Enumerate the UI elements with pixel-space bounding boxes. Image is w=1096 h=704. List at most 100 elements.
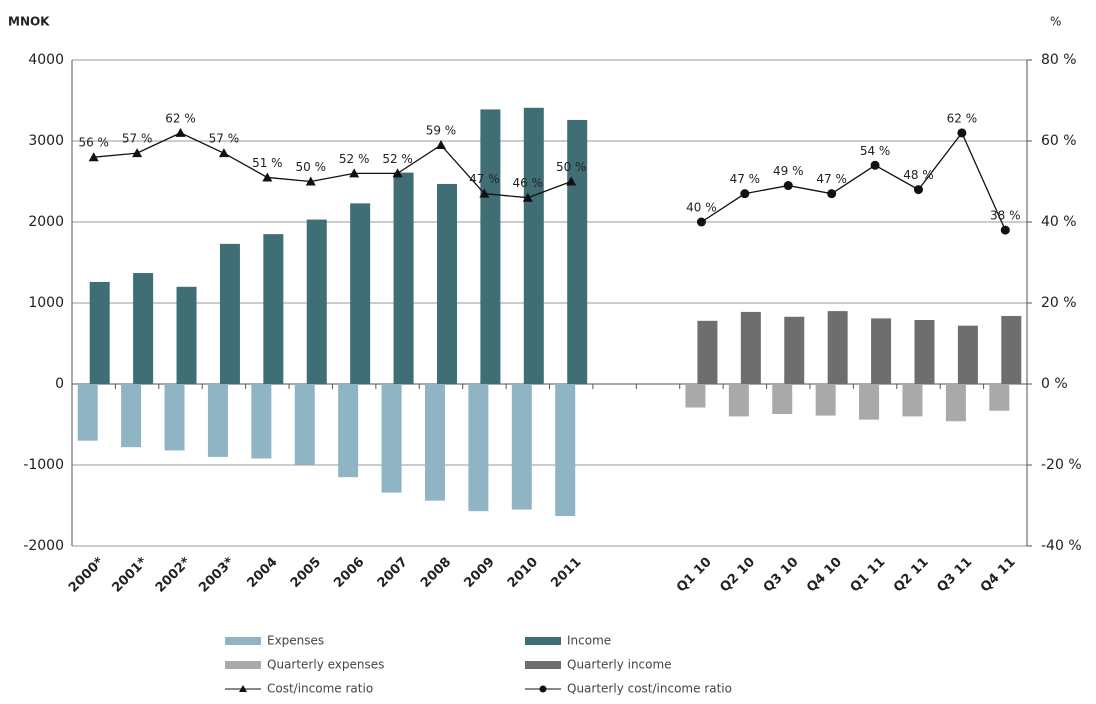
y2-tick-label: 0 % bbox=[1041, 376, 1068, 392]
bar bbox=[251, 384, 272, 459]
legend-swatch bbox=[525, 637, 561, 645]
bar bbox=[914, 320, 935, 384]
data-label: 38 % bbox=[990, 209, 1021, 223]
bar bbox=[207, 384, 228, 457]
x-tick-label: Q1 11 bbox=[848, 555, 889, 596]
legend-swatch bbox=[525, 661, 561, 669]
legend-swatch bbox=[225, 661, 261, 669]
data-label: 57 % bbox=[209, 132, 240, 146]
bar bbox=[567, 119, 588, 384]
y-tick-label: 3000 bbox=[28, 133, 64, 149]
bar bbox=[523, 107, 544, 384]
data-label: 40 % bbox=[686, 201, 717, 215]
y-tick-label: 0 bbox=[55, 376, 64, 392]
bar bbox=[306, 219, 327, 384]
x-tick-label: 2008 bbox=[418, 555, 454, 591]
marker bbox=[913, 185, 923, 195]
marker bbox=[522, 192, 533, 202]
y-tick-label: -2000 bbox=[23, 538, 64, 554]
x-tick-label: Q4 10 bbox=[804, 555, 845, 596]
data-label: 51 % bbox=[252, 156, 283, 170]
marker bbox=[740, 189, 750, 199]
data-label: 59 % bbox=[426, 124, 457, 138]
marker bbox=[218, 148, 229, 158]
x-tick-label: 2009 bbox=[461, 555, 497, 591]
bar bbox=[393, 172, 414, 384]
line bbox=[701, 131, 1006, 231]
data-label: 50 % bbox=[296, 160, 327, 174]
marker bbox=[132, 148, 143, 158]
data-label: 62 % bbox=[947, 111, 978, 125]
x-tick-label: 2004 bbox=[244, 555, 280, 591]
legend-label: Quarterly expenses bbox=[267, 658, 384, 672]
marker bbox=[870, 160, 880, 170]
marker bbox=[175, 127, 186, 137]
x-tick-label: 2011 bbox=[548, 555, 584, 591]
bar bbox=[859, 384, 880, 420]
x-tick-label: 2000* bbox=[66, 555, 107, 596]
bar bbox=[555, 384, 576, 517]
marker bbox=[262, 172, 273, 182]
bar bbox=[338, 384, 359, 478]
y-tick-label: 4000 bbox=[28, 52, 64, 68]
bar bbox=[89, 281, 110, 384]
bar bbox=[294, 384, 315, 465]
y2-tick-label: -20 % bbox=[1041, 457, 1082, 473]
bar bbox=[480, 109, 501, 384]
bar bbox=[424, 384, 445, 501]
data-label: 57 % bbox=[122, 132, 153, 146]
bar bbox=[219, 243, 240, 384]
marker bbox=[392, 168, 403, 178]
legend-label: Cost/income ratio bbox=[267, 682, 373, 696]
bar bbox=[436, 183, 457, 384]
marker bbox=[566, 176, 577, 186]
data-label: 50 % bbox=[556, 160, 587, 174]
bar bbox=[77, 384, 98, 441]
marker bbox=[696, 217, 706, 227]
y-tick-label: 1000 bbox=[28, 295, 64, 311]
bar bbox=[957, 325, 978, 384]
bar bbox=[728, 384, 749, 417]
bar bbox=[350, 203, 371, 384]
x-tick-label: Q3 10 bbox=[761, 555, 802, 596]
x-tick-label: Q2 11 bbox=[891, 555, 932, 596]
data-label: 49 % bbox=[773, 164, 804, 178]
legend-label: Expenses bbox=[267, 634, 324, 648]
data-label: 48 % bbox=[903, 168, 934, 182]
bar bbox=[121, 384, 142, 448]
bar bbox=[989, 384, 1010, 411]
bar bbox=[697, 320, 718, 384]
bar bbox=[815, 384, 836, 416]
bar bbox=[468, 384, 489, 512]
marker bbox=[957, 128, 967, 138]
line bbox=[93, 132, 572, 199]
data-label: 56 % bbox=[78, 136, 109, 150]
y-tick-label: -1000 bbox=[23, 457, 64, 473]
bar bbox=[1001, 315, 1022, 384]
x-tick-label: 2002* bbox=[153, 555, 194, 596]
legend-marker bbox=[539, 685, 547, 693]
marker bbox=[435, 140, 446, 150]
bar bbox=[772, 384, 793, 414]
bar bbox=[784, 316, 805, 384]
y2-tick-label: 60 % bbox=[1041, 133, 1077, 149]
x-tick-label: Q3 11 bbox=[934, 555, 975, 596]
data-label: 52 % bbox=[382, 152, 413, 166]
x-tick-label: Q4 11 bbox=[978, 555, 1019, 596]
bar bbox=[133, 273, 154, 384]
bar bbox=[740, 311, 761, 384]
y2-tick-label: 40 % bbox=[1041, 214, 1077, 230]
bar bbox=[871, 318, 892, 384]
bar bbox=[827, 311, 848, 384]
bar bbox=[381, 384, 402, 493]
x-tick-label: 2010 bbox=[505, 555, 541, 591]
marker bbox=[88, 152, 99, 162]
marker bbox=[783, 181, 793, 191]
bar bbox=[176, 286, 197, 384]
bar bbox=[164, 384, 185, 451]
bar bbox=[945, 384, 966, 422]
data-label: 54 % bbox=[860, 144, 891, 158]
bar bbox=[511, 384, 532, 510]
y2-axis-label: % bbox=[1050, 15, 1061, 29]
